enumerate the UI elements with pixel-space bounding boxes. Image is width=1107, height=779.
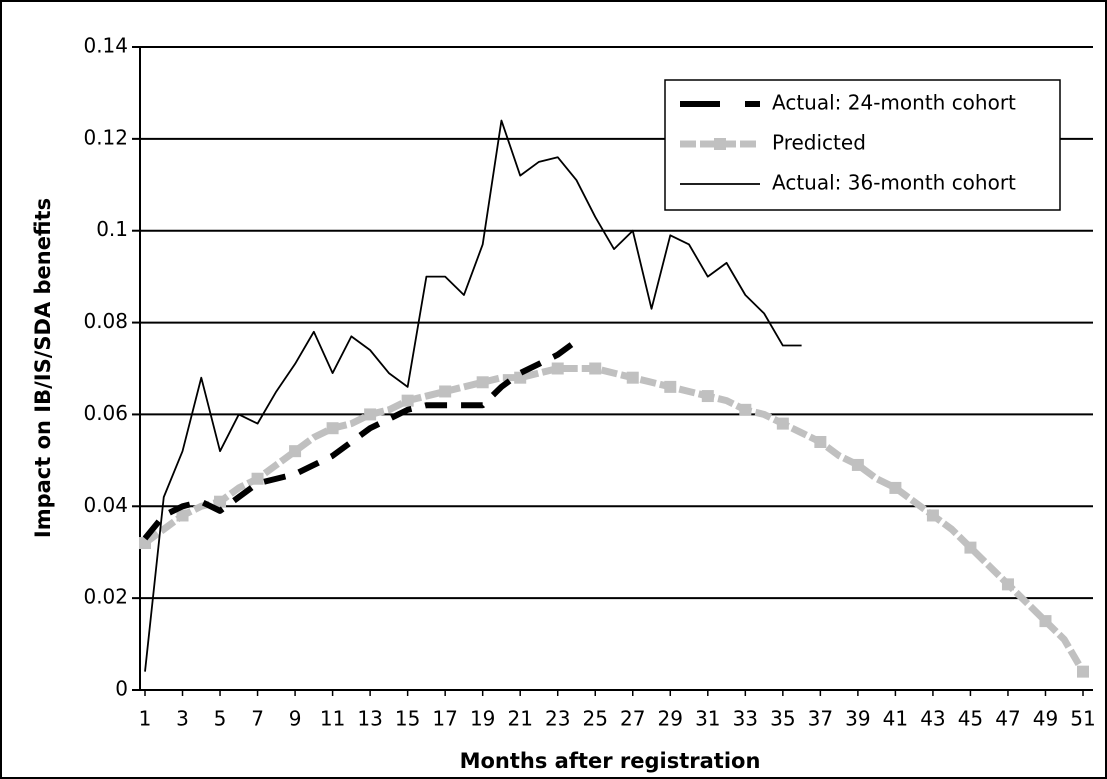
x-tick-label: 49	[1033, 707, 1058, 731]
point-marker	[664, 380, 677, 393]
series-line	[142, 338, 579, 541]
point-marker	[589, 362, 602, 375]
point-marker	[214, 495, 227, 508]
legend-label: Actual: 36-month cohort	[772, 171, 1016, 195]
point-marker	[964, 541, 977, 554]
point-marker	[439, 385, 452, 398]
x-axis-title: Months after registration	[460, 749, 761, 773]
y-tick-label: 0.06	[83, 401, 128, 425]
x-tick-label: 17	[432, 707, 457, 731]
x-tick-label: 51	[1070, 707, 1095, 731]
x-tick-label: 27	[620, 707, 645, 731]
x-tick-label: 35	[770, 707, 795, 731]
x-tick-label: 31	[695, 707, 720, 731]
y-axis-title: Impact on IB/IS/SDA benefits	[31, 198, 55, 538]
x-tick-label: 33	[733, 707, 758, 731]
point-marker	[926, 509, 939, 522]
x-tick-label: 41	[883, 707, 908, 731]
point-marker	[814, 435, 827, 448]
y-tick-label: 0.02	[83, 585, 128, 609]
legend-label: Predicted	[772, 131, 866, 155]
point-marker	[139, 537, 151, 550]
x-tick-label: 19	[470, 707, 495, 731]
x-tick-label: 7	[251, 707, 264, 731]
x-tick-label: 15	[395, 707, 420, 731]
y-tick-label: 0.04	[83, 493, 128, 517]
point-marker	[176, 509, 189, 522]
x-tick-label: 11	[320, 707, 345, 731]
x-tick-label: 29	[658, 707, 683, 731]
x-tick-label: 45	[958, 707, 983, 731]
point-marker	[1077, 665, 1089, 678]
x-tick-label: 47	[995, 707, 1020, 731]
x-tick-label: 43	[920, 707, 945, 731]
point-marker	[551, 362, 564, 375]
point-marker	[776, 417, 789, 430]
point-marker	[851, 458, 864, 471]
x-tick-label: 1	[139, 707, 152, 731]
series-line	[142, 365, 1087, 674]
x-tick-label: 5	[214, 707, 227, 731]
legend-label: Actual: 24-month cohort	[772, 91, 1016, 115]
point-marker	[739, 403, 752, 416]
point-marker	[364, 408, 377, 421]
x-tick-label: 37	[808, 707, 833, 731]
y-tick-label: 0	[115, 677, 128, 701]
x-tick-label: 13	[357, 707, 382, 731]
x-tick-label: 9	[289, 707, 302, 731]
y-tick-label: 0.14	[83, 34, 128, 58]
point-marker	[476, 376, 489, 389]
point-marker	[1001, 578, 1014, 591]
point-marker	[889, 481, 902, 494]
point-marker	[326, 422, 339, 435]
x-tick-label: 21	[507, 707, 532, 731]
series-line	[144, 119, 802, 672]
x-tick-label: 23	[545, 707, 570, 731]
point-marker	[251, 472, 264, 485]
x-tick-label: 3	[176, 707, 189, 731]
point-marker	[401, 394, 414, 407]
point-marker	[289, 445, 302, 458]
y-tick-label: 0.1	[96, 217, 128, 241]
y-tick-label: 0.08	[83, 309, 128, 333]
x-tick-label: 25	[583, 707, 608, 731]
y-tick-label: 0.12	[83, 125, 128, 149]
legend-marker	[714, 138, 726, 150]
point-marker	[626, 371, 639, 384]
x-tick-label: 39	[845, 707, 870, 731]
point-marker	[701, 390, 714, 403]
point-marker	[1039, 615, 1052, 628]
